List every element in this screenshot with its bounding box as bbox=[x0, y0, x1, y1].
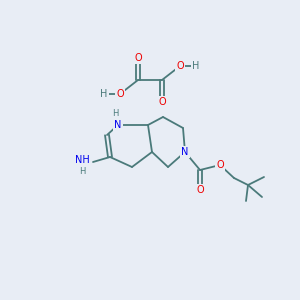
Text: O: O bbox=[216, 160, 224, 170]
Text: N: N bbox=[181, 147, 189, 157]
Text: H: H bbox=[79, 167, 85, 176]
Text: O: O bbox=[158, 97, 166, 107]
Text: H: H bbox=[100, 89, 108, 99]
Text: H: H bbox=[112, 109, 118, 118]
Text: O: O bbox=[134, 53, 142, 63]
Text: N: N bbox=[114, 120, 122, 130]
Text: O: O bbox=[196, 185, 204, 195]
Text: H: H bbox=[192, 61, 200, 71]
Text: NH: NH bbox=[75, 155, 89, 165]
Text: O: O bbox=[176, 61, 184, 71]
Text: O: O bbox=[116, 89, 124, 99]
